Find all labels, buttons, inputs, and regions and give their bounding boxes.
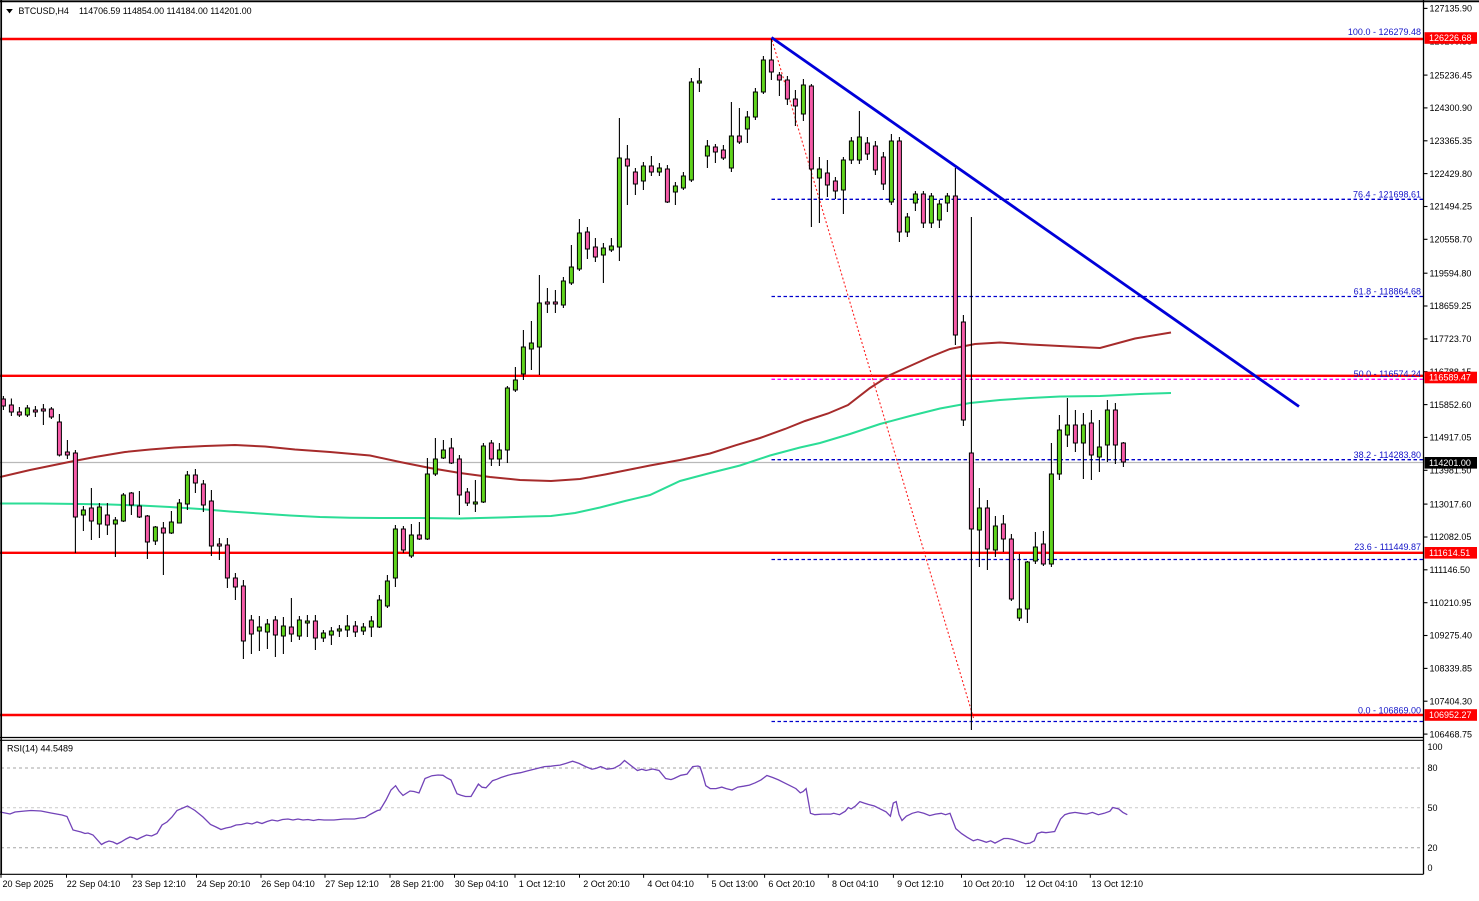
svg-text:122429.80: 122429.80 — [1430, 169, 1473, 179]
svg-text:61.8 - 118864.68: 61.8 - 118864.68 — [1354, 287, 1421, 297]
svg-text:111146.50: 111146.50 — [1430, 565, 1471, 575]
svg-text:110210.95: 110210.95 — [1430, 598, 1472, 608]
svg-text:22 Sep 04:10: 22 Sep 04:10 — [67, 879, 121, 889]
svg-text:107404.30: 107404.30 — [1430, 696, 1473, 706]
svg-text:126226.68: 126226.68 — [1429, 33, 1472, 43]
svg-text:RSI(14) 44.5489: RSI(14) 44.5489 — [7, 744, 73, 754]
svg-text:114917.05: 114917.05 — [1430, 433, 1472, 443]
svg-text:4 Oct 04:10: 4 Oct 04:10 — [647, 879, 694, 889]
svg-text:28 Sep 21:00: 28 Sep 21:00 — [390, 879, 444, 889]
svg-text:24 Sep 20:10: 24 Sep 20:10 — [197, 879, 251, 889]
svg-text:BTCUSD,H4: BTCUSD,H4 — [19, 6, 69, 16]
svg-text:0.0 - 106869.00: 0.0 - 106869.00 — [1358, 706, 1421, 716]
svg-text:123365.35: 123365.35 — [1430, 136, 1473, 146]
svg-text:124300.90: 124300.90 — [1430, 103, 1473, 113]
svg-text:100.0 - 126279.48: 100.0 - 126279.48 — [1348, 27, 1421, 37]
svg-text:100: 100 — [1428, 742, 1443, 752]
svg-text:113017.60: 113017.60 — [1430, 499, 1472, 509]
svg-text:125236.45: 125236.45 — [1430, 70, 1473, 80]
svg-text:112082.05: 112082.05 — [1430, 532, 1472, 542]
svg-text:20 Sep 2025: 20 Sep 2025 — [2, 879, 53, 889]
svg-text:118659.25: 118659.25 — [1430, 301, 1472, 311]
svg-text:20: 20 — [1428, 843, 1438, 853]
svg-text:115852.60: 115852.60 — [1430, 400, 1472, 410]
svg-text:10 Oct 20:10: 10 Oct 20:10 — [963, 879, 1015, 889]
svg-text:1 Oct 12:10: 1 Oct 12:10 — [519, 879, 566, 889]
svg-text:109275.40: 109275.40 — [1430, 631, 1473, 641]
svg-text:108339.85: 108339.85 — [1430, 664, 1473, 674]
svg-text:12 Oct 04:10: 12 Oct 04:10 — [1026, 879, 1078, 889]
svg-text:23.6 - 111449.87: 23.6 - 111449.87 — [1354, 542, 1421, 552]
svg-text:23 Sep 12:10: 23 Sep 12:10 — [132, 879, 186, 889]
svg-text:114201.00: 114201.00 — [1429, 458, 1471, 468]
svg-text:113981.50: 113981.50 — [1430, 466, 1472, 476]
svg-text:6 Oct 20:10: 6 Oct 20:10 — [768, 879, 815, 889]
svg-text:116589.47: 116589.47 — [1429, 373, 1471, 383]
svg-text:27 Sep 12:10: 27 Sep 12:10 — [325, 879, 379, 889]
svg-text:80: 80 — [1428, 763, 1438, 773]
svg-text:38.2 - 114283.80: 38.2 - 114283.80 — [1354, 450, 1421, 460]
svg-text:9 Oct 12:10: 9 Oct 12:10 — [897, 879, 944, 889]
svg-text:13 Oct 12:10: 13 Oct 12:10 — [1092, 879, 1144, 889]
svg-text:50.0 - 116574.24: 50.0 - 116574.24 — [1354, 369, 1421, 379]
svg-text:106952.27: 106952.27 — [1429, 710, 1472, 720]
svg-text:106468.75: 106468.75 — [1430, 729, 1473, 739]
svg-text:30 Sep 04:10: 30 Sep 04:10 — [455, 879, 509, 889]
svg-text:0: 0 — [1428, 863, 1433, 873]
svg-text:8 Oct 04:10: 8 Oct 04:10 — [832, 879, 879, 889]
svg-text:120558.70: 120558.70 — [1430, 235, 1473, 245]
svg-text:2 Oct 20:10: 2 Oct 20:10 — [583, 879, 630, 889]
svg-text:117723.70: 117723.70 — [1430, 334, 1472, 344]
svg-text:114706.59 114854.00 114184.00: 114706.59 114854.00 114184.00 114201.00 — [79, 6, 252, 16]
svg-text:111614.51: 111614.51 — [1429, 548, 1470, 558]
svg-text:119594.80: 119594.80 — [1430, 268, 1472, 278]
svg-text:76.4 - 121698.61: 76.4 - 121698.61 — [1353, 190, 1421, 200]
svg-text:121494.25: 121494.25 — [1430, 202, 1473, 212]
svg-text:26 Sep 04:10: 26 Sep 04:10 — [261, 879, 315, 889]
svg-text:50: 50 — [1428, 803, 1438, 813]
svg-text:5 Oct 13:00: 5 Oct 13:00 — [712, 879, 759, 889]
svg-text:127135.90: 127135.90 — [1430, 4, 1473, 14]
